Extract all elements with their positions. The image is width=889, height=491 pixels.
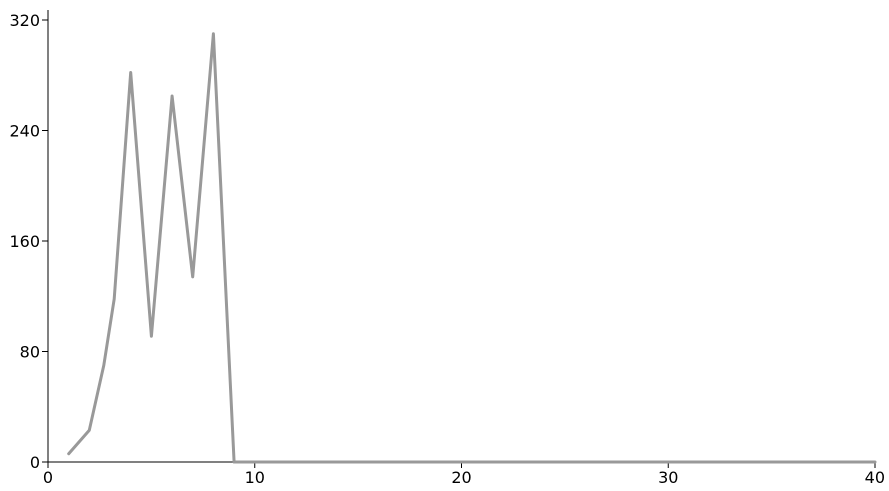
x-tick-label: 30 (658, 468, 678, 487)
series-line (69, 34, 875, 462)
y-tick-label: 0 (30, 453, 40, 472)
series-layer (69, 34, 875, 462)
x-tick-label: 0 (43, 468, 53, 487)
x-tick-label: 10 (245, 468, 265, 487)
axes: 0 80 160 240 320 0 10 20 30 40 (9, 10, 885, 487)
y-tick-label: 240 (9, 122, 40, 141)
x-tick-label: 20 (451, 468, 471, 487)
y-tick-label: 80 (20, 343, 40, 362)
y-tick-label: 160 (9, 232, 40, 251)
y-tick-label: 320 (9, 11, 40, 30)
x-tick-label: 40 (865, 468, 885, 487)
